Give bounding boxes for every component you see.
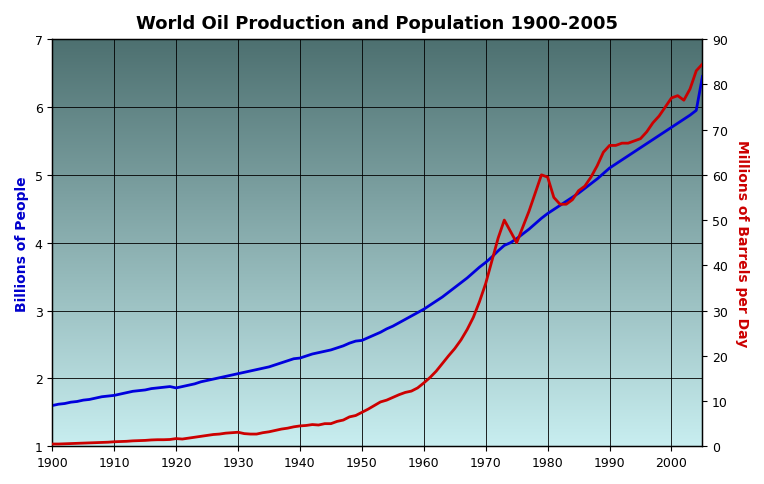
Title: World Oil Production and Population 1900-2005: World Oil Production and Population 1900… xyxy=(136,15,618,33)
Y-axis label: Billions of People: Billions of People xyxy=(15,176,29,311)
Y-axis label: Millions of Barrels per Day: Millions of Barrels per Day xyxy=(735,140,749,347)
